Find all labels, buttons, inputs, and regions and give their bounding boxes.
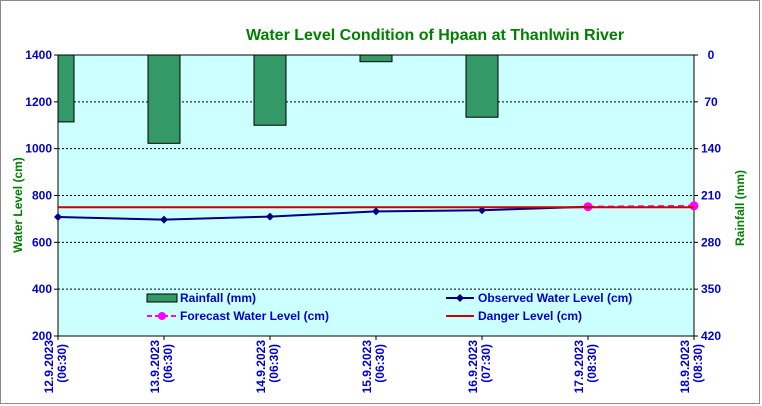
x-tick-label-date: 12.9.2023 — [42, 340, 56, 394]
level-lines — [54, 201, 699, 224]
y-axis-right-label: Rainfall (mm) — [733, 170, 747, 246]
x-tick-label-date: 13.9.2023 — [148, 340, 162, 394]
legend-observed-marker — [456, 294, 464, 302]
rainfall-bar — [57, 54, 75, 123]
x-tick-label: 15.9.2023 (06:30) — [360, 340, 387, 394]
y-right-tick-label: 70 — [704, 95, 718, 109]
y-left-tick-label: 1200 — [25, 95, 52, 109]
x-tick-label-time: (06:30) — [373, 344, 387, 383]
legend-observed-label: Observed Water Level (cm) — [478, 291, 632, 305]
x-tick-label-time: (07:30) — [479, 344, 493, 383]
rainfall-bar — [147, 54, 181, 144]
legend-rainfall-label: Rainfall (mm) — [180, 291, 256, 305]
x-tick-label: 18.9.2023 (08:30) — [678, 340, 705, 394]
x-tick-label-time: (06:30) — [161, 344, 175, 383]
y-left-tick-label: 400 — [32, 282, 52, 296]
y-left-tick-label: 200 — [32, 329, 52, 343]
observed-point — [372, 207, 380, 216]
y-right-tick-label: 210 — [701, 189, 721, 203]
rainfall-bar — [253, 54, 287, 126]
x-tick-label-time: (08:30) — [585, 344, 599, 383]
y-right-tick-label: 350 — [701, 282, 721, 296]
rainfall-bar — [465, 54, 499, 118]
x-tick-label: 16.9.2023 (07:30) — [466, 340, 493, 394]
y-right-tick-label: 140 — [701, 142, 721, 156]
y-left-tick-label: 1000 — [25, 142, 52, 156]
chart-title: Water Level Condition of Hpaan at Thanlw… — [246, 27, 624, 44]
axes: 200 400 600 800 1000 1200 1400 0 70 140 210 280 350 4… — [25, 48, 721, 393]
legend-forecast-label: Forecast Water Level (cm) — [180, 309, 329, 323]
y-right-tick-label: 0 — [708, 48, 715, 62]
y-left-tick-label: 800 — [32, 189, 52, 203]
rainfall-bar — [359, 54, 393, 63]
forecast-point — [689, 201, 699, 211]
y-right-tick-label: 280 — [701, 235, 721, 249]
observed-point — [478, 206, 486, 215]
legend-danger-label: Danger Level (cm) — [478, 309, 582, 323]
observed-point — [266, 212, 274, 221]
x-tick-label-time: (08:30) — [691, 344, 705, 383]
x-tick-label: 13.9.2023 (06:30) — [148, 340, 175, 394]
x-tick-label: 14.9.2023 (06:30) — [254, 340, 281, 394]
rainfall-bars — [57, 54, 499, 144]
x-tick-label-time: (06:30) — [267, 344, 281, 383]
x-tick-label: 12.9.2023 (06:30) — [42, 340, 69, 394]
legend-rainfall-swatch — [146, 293, 178, 303]
legend: Rainfall (mm) Observed Water Level (cm) Fo… — [146, 291, 632, 323]
y-right-tick-label: 420 — [701, 329, 721, 343]
x-tick-label-date: 16.9.2023 — [466, 340, 480, 394]
y-axis-left-label: Water Level (cm) — [11, 157, 25, 253]
y-left-tick-label: 600 — [32, 235, 52, 249]
x-tick-label-date: 17.9.2023 — [572, 340, 586, 394]
x-tick-label: 17.9.2023 (08:30) — [572, 340, 599, 394]
observed-level-line — [57, 205, 589, 221]
legend-forecast-marker — [158, 312, 166, 320]
observed-point — [160, 215, 168, 224]
x-tick-label-date: 15.9.2023 — [360, 340, 374, 394]
observed-point — [54, 213, 62, 222]
x-tick-label-date: 18.9.2023 — [678, 340, 692, 394]
x-tick-label-date: 14.9.2023 — [254, 340, 268, 394]
x-tick-label-time: (06:30) — [55, 344, 69, 383]
y-left-tick-label: 1400 — [25, 48, 52, 62]
